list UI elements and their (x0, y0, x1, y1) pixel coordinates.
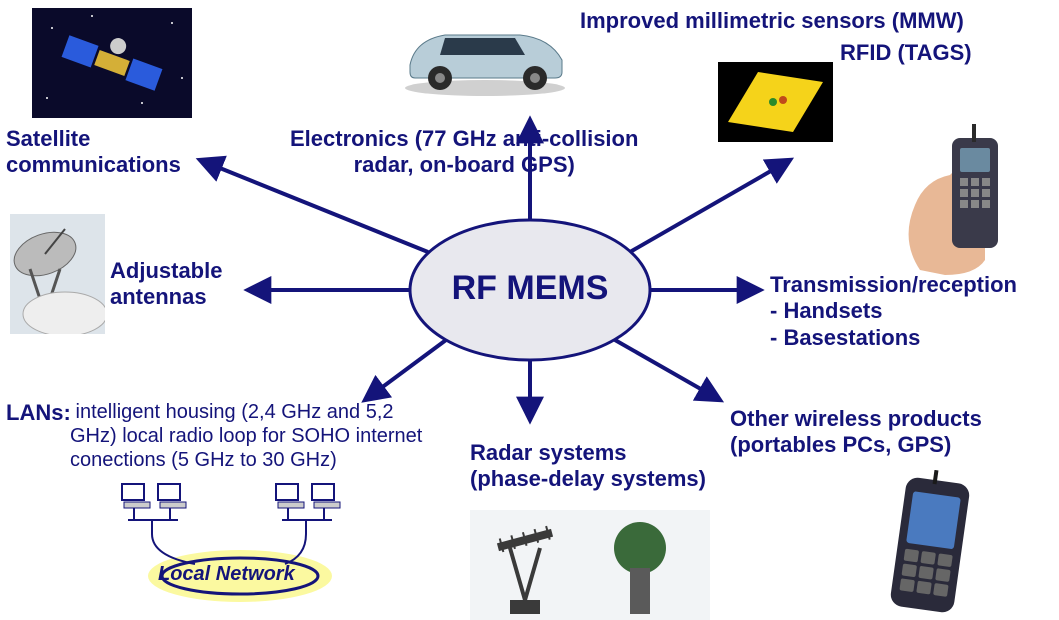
satellite-image (32, 8, 192, 118)
gps-device-image (870, 470, 990, 620)
antenna-dish-image (10, 214, 105, 334)
label-lans-body: intelligent housing (2,4 GHz and 5,2 GHz… (70, 400, 422, 472)
label-satellite: Satellite communications (6, 126, 181, 179)
mmw-chip-image (718, 62, 833, 142)
label-wireless: Other wireless products (portables PCs, … (730, 406, 982, 459)
label-mmw: Improved millimetric sensors (MMW) (580, 8, 964, 34)
radar-systems-image (470, 510, 710, 620)
label-antennas: Adjustable antennas (110, 258, 222, 311)
hub-label: RF MEMS (452, 269, 609, 307)
label-rfid: RFID (TAGS) (840, 40, 972, 66)
to-lans (365, 340, 446, 400)
diagram-stage: RF MEMS Satellite communications Electro… (0, 0, 1059, 620)
to-mmw (630, 160, 790, 252)
handset-image (890, 120, 1040, 280)
hub-ellipse (410, 220, 650, 360)
label-radar: Radar systems (phase-delay systems) (470, 440, 706, 493)
label-lans-head: LANs: (6, 400, 71, 426)
label-transmission: Transmission/reception - Handsets - Base… (770, 272, 1017, 351)
label-electronics: Electronics (77 GHz anti-collision radar… (290, 126, 638, 179)
local-network-image (100, 478, 380, 608)
car-image (390, 0, 580, 100)
label-local-network: Local Network (158, 562, 295, 586)
to-wireless (615, 340, 720, 400)
